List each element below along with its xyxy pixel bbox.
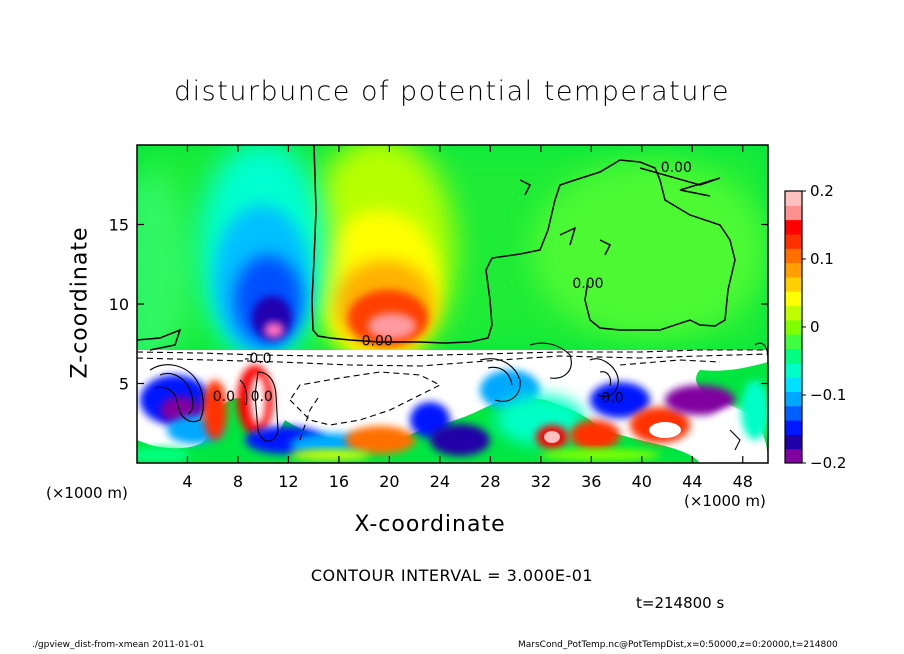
colorbar-swatch xyxy=(785,262,802,278)
colorbar-swatch xyxy=(785,233,802,249)
y-axis-ticks: 5 10 15 xyxy=(109,216,768,394)
colorbar-tick-label: −0.1 xyxy=(810,386,846,404)
colorbar-swatch xyxy=(785,291,802,307)
colorbar-swatch xyxy=(785,405,802,421)
footer-right: MarsCond_PotTemp.nc@PotTempDist,x=0:5000… xyxy=(518,640,838,650)
y-axis-label: Z-coordinate xyxy=(67,226,93,379)
x-tick-label: 48 xyxy=(733,472,753,491)
colorbar-swatch xyxy=(785,434,802,450)
y-tick-label: 10 xyxy=(109,295,129,314)
x-tick-label: 32 xyxy=(531,472,551,491)
x-axis-ticks: 4 8 12 16 20 24 28 32 36 40 44 48 xyxy=(182,145,753,491)
colorbar-swatch xyxy=(785,219,802,235)
colorbar-tick-label: −0.2 xyxy=(810,454,846,472)
y-tick-label: 15 xyxy=(109,216,129,235)
x-tick-label: 16 xyxy=(329,472,349,491)
contour-label: 0.0 xyxy=(251,389,273,405)
contour-interval-note: CONTOUR INTERVAL = 3.000E-01 xyxy=(310,566,594,585)
heatmap-field xyxy=(137,145,768,463)
colorbar: 0.2 0.1 0 −0.1 −0.2 xyxy=(784,182,846,472)
time-stamp: t=214800 s xyxy=(636,594,725,612)
contour-label: 0.0 xyxy=(213,389,235,405)
colorbar-tick-label: 0.2 xyxy=(810,182,834,200)
x-tick-label: 44 xyxy=(682,472,702,491)
colorbar-tick-label: 0 xyxy=(810,318,820,336)
contour-label: 0.00 xyxy=(362,333,393,349)
contour-label: 0.00 xyxy=(661,160,692,176)
x-tick-label: 12 xyxy=(278,472,298,491)
x-tick-label: 4 xyxy=(182,472,192,491)
colorbar-swatch xyxy=(785,448,802,464)
colorbar-swatch xyxy=(785,276,802,292)
x-tick-label: 36 xyxy=(581,472,601,491)
x-tick-label: 20 xyxy=(379,472,399,491)
x-tick-label: 24 xyxy=(430,472,450,491)
colorbar-swatch xyxy=(785,348,802,364)
contour-label: -0.0 xyxy=(244,351,271,367)
colorbar-swatch xyxy=(785,319,802,335)
colorbar-swatch xyxy=(785,305,802,321)
colorbar-swatch xyxy=(785,391,802,407)
footer-left: ./gpview_dist-from-xmean 2011-01-01 xyxy=(32,640,205,650)
contour-label: 0.0 xyxy=(601,391,623,407)
colorbar-swatch xyxy=(785,205,802,221)
contour-labels: 0.00 0.00 0.00 -0.0 0.0 0.0 0.0 xyxy=(213,160,692,407)
x-tick-label: 8 xyxy=(233,472,243,491)
x-unit-left: (×1000 m) xyxy=(46,484,128,502)
colorbar-swatch xyxy=(785,362,802,378)
colorbar-swatch xyxy=(785,420,802,435)
x-unit-right: (×1000 m) xyxy=(684,492,766,510)
colorbar-swatch xyxy=(785,191,802,206)
colorbar-tick-label: 0.1 xyxy=(810,250,834,268)
x-axis-label: X-coordinate xyxy=(354,512,506,537)
colorbar-swatch xyxy=(785,334,802,349)
contour-label: 0.00 xyxy=(572,276,603,292)
y-tick-label: 5 xyxy=(119,375,129,394)
colorbar-swatch xyxy=(785,377,802,392)
colorbar-swatch xyxy=(785,248,802,264)
x-tick-label: 40 xyxy=(632,472,652,491)
x-tick-label: 28 xyxy=(480,472,500,491)
chart-title: disturbunce of potential temperature xyxy=(174,76,730,107)
